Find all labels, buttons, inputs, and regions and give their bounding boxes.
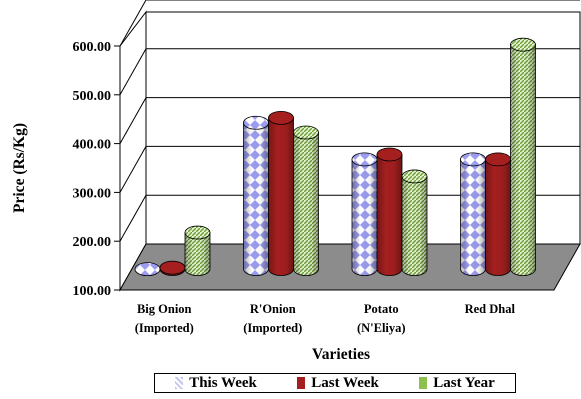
- gridline-side: [119, 0, 147, 47]
- bar-last-year-3: [510, 37, 536, 276]
- y-tick-label: 500.00: [73, 89, 112, 104]
- x-category-label: (N'Eliya): [357, 321, 406, 335]
- legend-label-last-year: Last Year: [433, 374, 495, 391]
- y-axis-ticks: 100.00 200.00 300.00 400.00 500.00 600.00: [73, 40, 554, 299]
- bar-shade: [485, 159, 511, 276]
- bar-shade: [243, 122, 269, 276]
- y-axis-title: Price (Rs/Kg): [11, 123, 28, 213]
- gridline-side: [119, 97, 147, 144]
- bar-this-week-3: [460, 152, 486, 276]
- x-category-label: Big Onion: [137, 302, 192, 316]
- x-category-label: R'Onion: [250, 302, 296, 316]
- bar-cap: [351, 152, 378, 167]
- gridline-side: [119, 194, 147, 242]
- legend-swatch-last-week: [297, 377, 306, 389]
- bar-shade: [460, 159, 486, 276]
- bar-last-week-0: [159, 260, 186, 276]
- gridline-side: [119, 48, 147, 96]
- bar-this-week-2: [351, 152, 378, 276]
- bar-cap: [243, 115, 269, 130]
- bar-shade: [185, 232, 210, 276]
- x-category-label: Potato: [364, 302, 399, 316]
- y-tick-label: 400.00: [73, 138, 112, 153]
- bar-shade: [377, 154, 402, 276]
- bar-cap: [293, 125, 319, 140]
- bar-last-year-1: [293, 125, 319, 276]
- bar-shade: [510, 44, 536, 276]
- bar-shade: [352, 159, 377, 276]
- y-tick-label: 600.00: [73, 40, 112, 55]
- bar-this-week-1: [243, 115, 269, 276]
- bars: [134, 37, 536, 277]
- bar-cap: [401, 169, 428, 184]
- y-tick-label: 300.00: [73, 186, 112, 201]
- legend-item-last-week: Last Week: [297, 375, 379, 392]
- bar-last-week-3: [485, 152, 511, 276]
- legend-item-last-year: Last Year: [419, 375, 495, 392]
- bar-shade: [402, 176, 427, 276]
- bar-cap: [485, 152, 511, 167]
- legend-swatch-last-year: [419, 377, 428, 389]
- x-category-label: (Imported): [135, 321, 194, 335]
- bar-last-week-2: [376, 147, 403, 276]
- legend-label-this-week: This Week: [189, 374, 257, 391]
- bar-cap: [510, 37, 536, 52]
- legend-label-last-week: Last Week: [311, 374, 379, 391]
- x-axis-categories: Big Onion (Imported) R'Onion (Imported) Pota…: [135, 302, 516, 335]
- bar-shade: [293, 132, 319, 276]
- x-category-label: (Imported): [243, 321, 302, 335]
- legend: This Week Last Week Last Year: [154, 373, 516, 393]
- bar-cap: [376, 147, 403, 162]
- side-wall: [119, 10, 147, 292]
- x-category-label: Red Dhal: [465, 302, 516, 316]
- x-axis-title: Varieties: [312, 346, 370, 363]
- bar-cap: [460, 152, 486, 167]
- bar-cap: [134, 262, 161, 277]
- bar-cap: [159, 260, 186, 275]
- bar-last-week-1: [268, 110, 294, 276]
- bar-last-year-2: [401, 169, 428, 276]
- y-tick-label: 200.00: [73, 235, 112, 250]
- legend-swatch-this-week: [175, 377, 184, 389]
- bar-this-week-0: [134, 262, 161, 277]
- gridline-side: [119, 146, 147, 193]
- bar-cap: [184, 225, 211, 240]
- bar-shade: [268, 117, 294, 276]
- bar-last-year-0: [184, 225, 211, 276]
- bar-cap: [268, 110, 294, 125]
- legend-item-this-week: This Week: [175, 375, 257, 392]
- y-tick-label: 100.00: [73, 284, 112, 299]
